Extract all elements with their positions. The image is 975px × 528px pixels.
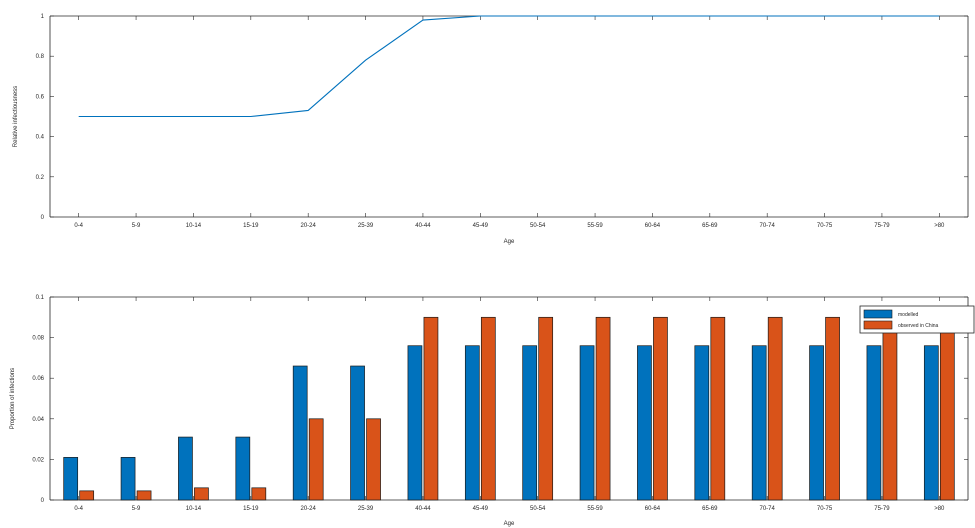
x-tick-label: 15-19 — [243, 223, 259, 229]
y-tick-label: 0.8 — [36, 54, 45, 60]
bar-modelled — [522, 345, 538, 501]
y-axis-label: Relative infectiousness — [13, 86, 19, 147]
x-axis-label: Age — [504, 521, 515, 527]
x-axis-label: Age — [504, 239, 515, 245]
bar-modelled — [637, 345, 652, 501]
x-tick-label: 70-74 — [760, 223, 776, 229]
x-tick-label: 75-79 — [874, 223, 890, 229]
legend-label: observed in China — [898, 323, 939, 329]
y-tick-label: 0.02 — [32, 457, 44, 463]
bar-chart-proportion-of-infections: 0-4 5-9 10-14 15-19 20-24 25-39 40-44 45-49 50-5… — [10, 295, 975, 527]
y-tick-label: 0.1 — [36, 295, 45, 301]
y-tick-label: 0 — [41, 498, 45, 504]
x-tick-label: 20-24 — [301, 506, 317, 512]
bar-modelled — [63, 457, 79, 501]
x-tick-label: 75-79 — [874, 506, 890, 512]
y-tick-label: 0.04 — [32, 417, 44, 423]
legend-swatch — [863, 309, 893, 319]
y-tick-label: 1 — [41, 14, 45, 20]
bar-observed — [308, 418, 324, 501]
bar-modelled — [292, 365, 308, 501]
bar-modelled — [464, 345, 480, 501]
x-tick-label: 70-75 — [817, 506, 833, 512]
bar-modelled — [407, 345, 423, 501]
legend-label: modelled — [898, 312, 919, 318]
bar-observed — [480, 316, 496, 501]
bar-modelled — [120, 457, 136, 501]
x-tick-label: 40-44 — [415, 223, 431, 229]
bar-modelled — [694, 345, 710, 501]
x-tick-label: 0-4 — [74, 506, 83, 512]
x-tick-label: 5-9 — [132, 506, 141, 512]
x-tick-label: 60-64 — [645, 506, 661, 512]
x-tick-label: 15-19 — [243, 506, 259, 512]
bar-modelled — [923, 345, 939, 501]
y-tick-label: 0.2 — [36, 175, 45, 181]
y-tick-label: 0.4 — [36, 135, 45, 141]
x-tick-label: >80 — [934, 223, 945, 229]
bar-modelled — [751, 345, 767, 501]
x-tick-label: 25-39 — [358, 223, 374, 229]
bar-observed — [194, 487, 209, 501]
x-tick-label: >80 — [934, 506, 945, 512]
line-chart-relative-infectiousness: 0-4 5-9 10-14 15-19 20-24 25-39 40-44 45-49 50-5… — [13, 14, 969, 245]
bar-observed — [251, 487, 267, 501]
x-tick-label: 70-74 — [760, 506, 776, 512]
x-tick-label: 40-44 — [415, 506, 431, 512]
x-tick-label: 5-9 — [132, 223, 141, 229]
x-tick-label: 45-49 — [473, 223, 489, 229]
legend: modelled observed in China — [859, 305, 975, 334]
x-tick-label: 55-59 — [587, 506, 603, 512]
x-tick-label: 25-39 — [358, 506, 374, 512]
bar-observed — [366, 418, 381, 501]
bar-modelled — [866, 345, 882, 501]
bar-modelled — [809, 345, 824, 501]
x-tick-label: 70-75 — [817, 223, 833, 229]
bar-observed — [710, 316, 726, 501]
bar-observed — [595, 316, 611, 501]
x-tick-label: 55-59 — [587, 223, 603, 229]
bar-modelled — [579, 345, 595, 501]
y-tick-label: 0 — [41, 215, 45, 221]
y-tick-label: 0.08 — [32, 336, 44, 342]
x-tick-label: 45-49 — [473, 506, 489, 512]
x-tick-label: 0-4 — [74, 223, 83, 229]
legend-swatch — [863, 320, 893, 330]
bar-observed — [136, 490, 152, 501]
series-line — [78, 15, 940, 118]
x-tick-label: 50-54 — [530, 506, 546, 512]
bar-observed — [882, 316, 898, 501]
bar-observed — [767, 316, 783, 501]
bar-modelled — [178, 436, 193, 501]
x-tick-label: 65-69 — [702, 223, 718, 229]
y-axis-label: Proportion of infections — [10, 368, 16, 429]
bar-observed — [653, 316, 668, 501]
x-tick-label: 10-14 — [186, 223, 202, 229]
bar-observed — [423, 316, 439, 501]
y-tick-label: 0.06 — [32, 376, 44, 382]
bar-modelled — [235, 436, 251, 501]
x-tick-label: 20-24 — [301, 223, 317, 229]
bar-observed — [825, 316, 840, 501]
y-tick-label: 0.6 — [36, 94, 45, 100]
bar-observed — [939, 316, 955, 501]
bar-modelled — [350, 365, 365, 501]
bar-observed — [538, 316, 554, 501]
x-tick-label: 50-54 — [530, 223, 546, 229]
x-tick-label: 65-69 — [702, 506, 718, 512]
x-tick-label: 60-64 — [645, 223, 661, 229]
x-tick-label: 10-14 — [186, 506, 202, 512]
bar-observed — [79, 490, 95, 501]
